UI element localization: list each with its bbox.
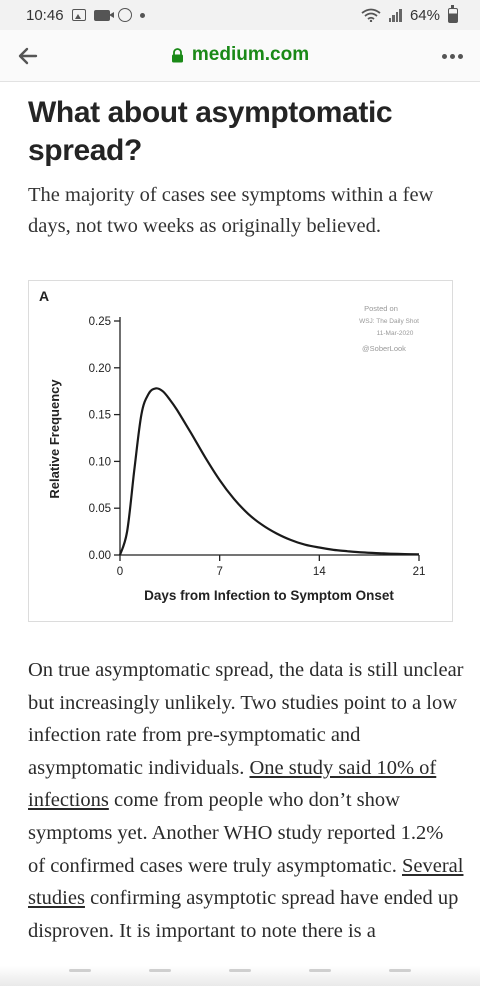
chart-figure: A Posted on WSJ: The Daily Shot 11-Mar-2… <box>28 280 453 622</box>
body-text-1: On true asymptomatic spread, the data is… <box>28 659 464 779</box>
domain-label[interactable]: medium.com <box>191 44 310 65</box>
x-tick-label: 0 <box>117 566 123 578</box>
chart-ylabel: Relative Frequency <box>47 379 62 499</box>
status-bar: 10:46 64% <box>0 0 480 30</box>
link-several-studies[interactable]: Several studies <box>28 854 464 910</box>
chart-credit-4: @SoberLook <box>362 344 406 353</box>
wifi-icon <box>361 8 381 22</box>
article-heading: What about asymptomatic spread? <box>28 96 393 167</box>
article-body: On true asymptomatic spread, the data is… <box>28 654 464 947</box>
battery-percent: 64% <box>409 6 440 24</box>
x-tick-label: 14 <box>313 566 326 578</box>
chart-xlabel: Days from Infection to Symptom Onset <box>144 588 394 603</box>
y-tick-label: 0.05 <box>89 503 111 515</box>
body-text-2: come from people who don’t show symptoms… <box>28 789 444 877</box>
status-left: 10:46 <box>26 7 145 24</box>
browser-url-bar: medium.com <box>0 30 480 82</box>
signal-icon <box>388 8 402 22</box>
panel-label: A <box>39 288 49 304</box>
bottom-fade <box>0 966 480 986</box>
y-tick-label: 0.20 <box>89 363 111 375</box>
more-menu-icon[interactable] <box>438 46 466 66</box>
status-time: 10:46 <box>26 6 64 24</box>
battery-icon <box>448 4 458 23</box>
chart-svg: A Posted on WSJ: The Daily Shot 11-Mar-2… <box>39 288 426 603</box>
lock-icon <box>171 47 183 62</box>
dot-icon <box>139 12 145 18</box>
x-tick-label: 21 <box>413 566 426 578</box>
x-tick-label: 7 <box>216 566 222 578</box>
back-arrow-icon[interactable] <box>16 44 40 68</box>
y-tick-label: 0.10 <box>89 456 111 468</box>
y-tick-label: 0.15 <box>89 410 111 422</box>
link-one-study[interactable]: One study said 10% of infections <box>28 756 437 812</box>
url-display: medium.com <box>0 44 480 66</box>
chart-credit-3: 11-Mar-2020 <box>377 330 414 337</box>
chart-series-line <box>118 387 420 556</box>
image-icon <box>71 9 86 21</box>
article-subhead: The majority of cases see symptoms withi… <box>28 184 434 237</box>
facebook-icon <box>117 8 132 22</box>
status-right: 64% <box>361 4 458 24</box>
y-tick-label: 0.25 <box>89 316 111 328</box>
chart-credit-2: WSJ: The Daily Shot <box>359 318 419 325</box>
chart-credit-1: Posted on <box>364 304 398 313</box>
body-text-3: confirming asymptotic spread have ended … <box>28 887 459 942</box>
y-tick-label: 0.00 <box>89 550 111 562</box>
video-icon <box>93 9 114 21</box>
chart-axes: 0.00 0.05 0.10 0.15 0.20 0.25 0 7 14 21 <box>89 316 426 578</box>
